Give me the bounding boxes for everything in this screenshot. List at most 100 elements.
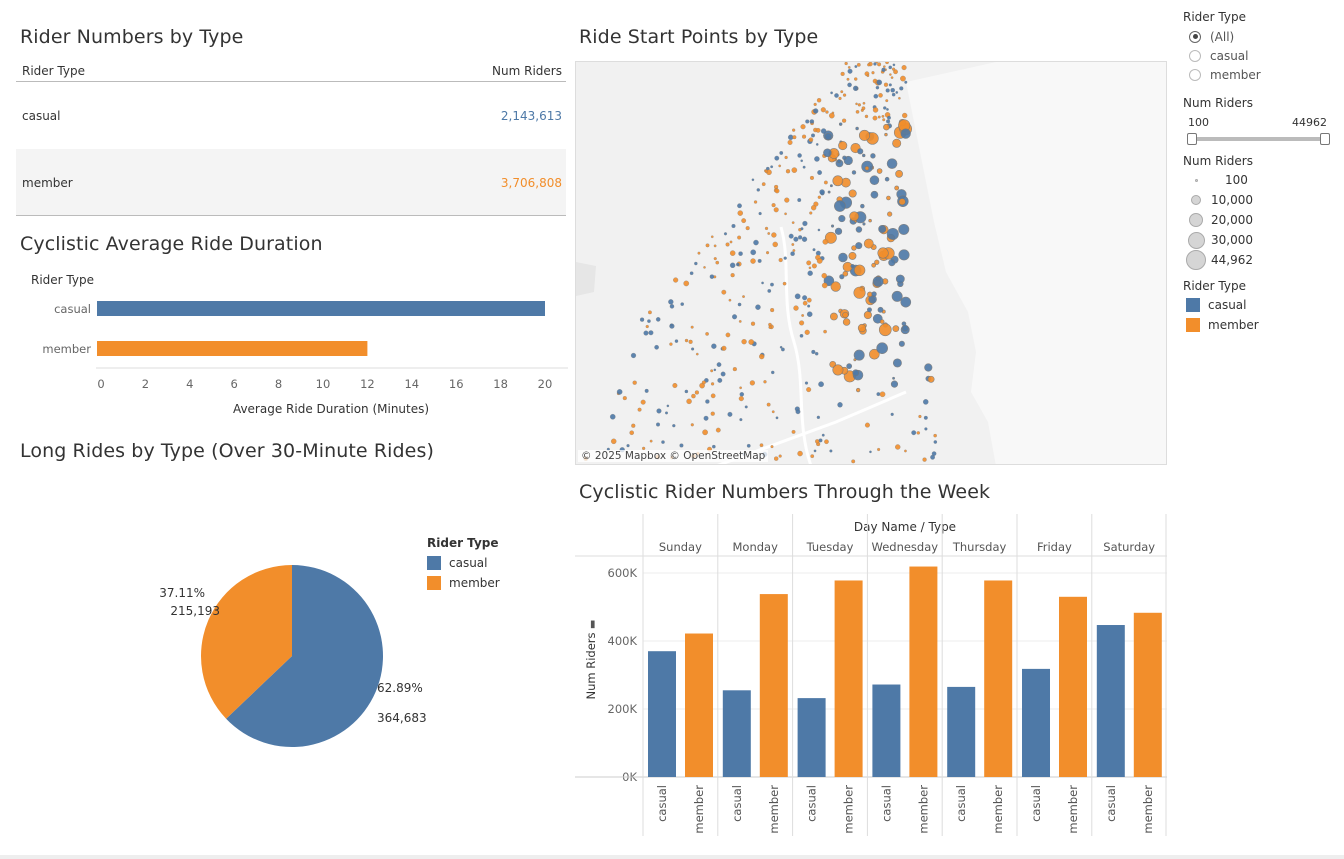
- row-num: 3,706,808: [500, 176, 562, 190]
- map-point-member: [768, 325, 772, 329]
- map-road: [779, 226, 812, 464]
- range-max: 44962: [1292, 116, 1327, 129]
- map-point-casual: [813, 449, 817, 453]
- map-point-member: [892, 325, 900, 333]
- week-bar-type-label: casual: [730, 785, 744, 822]
- map-point-casual: [820, 128, 827, 134]
- week-bar-casual: [1022, 668, 1050, 777]
- slider-handle-min[interactable]: [1187, 133, 1197, 145]
- map-point-casual: [654, 344, 659, 350]
- map-point-casual: [815, 143, 819, 146]
- color-legend-title: Rider Type: [1183, 279, 1246, 293]
- map-point-casual: [837, 159, 842, 164]
- map-point-member: [791, 221, 795, 224]
- map-point-member: [804, 329, 810, 335]
- duration-tick-label: 0: [97, 377, 104, 391]
- map-canvas[interactable]: [576, 62, 1167, 465]
- map-point-member: [703, 266, 706, 269]
- map-point-member: [695, 352, 699, 356]
- map-point-casual: [739, 392, 745, 397]
- map-point-casual: [923, 415, 928, 420]
- radio-all-label: (All): [1210, 29, 1235, 44]
- map-point-casual: [888, 259, 896, 267]
- map-point-member: [847, 66, 851, 69]
- color-legend-member[interactable]: member: [1183, 315, 1333, 335]
- radio-all[interactable]: (All): [1183, 27, 1333, 46]
- map-point-casual: [800, 159, 803, 163]
- map-point-member: [810, 454, 815, 459]
- map-point-casual: [647, 319, 651, 323]
- map-point-member: [811, 205, 817, 211]
- duration-tick-label: 4: [186, 377, 193, 391]
- radio-member[interactable]: member: [1183, 65, 1333, 84]
- map-point-casual: [819, 189, 825, 195]
- map-point-member: [759, 443, 764, 448]
- map-point-casual: [898, 340, 905, 347]
- table-row[interactable]: member 3,706,808: [16, 149, 566, 216]
- size-legend-item: 10,000: [1183, 190, 1333, 210]
- week-day-label: Sunday: [659, 540, 702, 554]
- map-point-casual: [674, 339, 679, 343]
- week-y-tick: 600K: [608, 566, 638, 580]
- radio-member-dot[interactable]: [1189, 68, 1201, 81]
- map-point-member: [824, 231, 837, 244]
- map-point-casual: [661, 440, 665, 444]
- map-point-casual: [731, 223, 736, 229]
- map-point-casual: [665, 411, 668, 415]
- map-point-casual: [805, 119, 810, 124]
- map-point-member: [759, 353, 765, 360]
- map-point-casual: [876, 392, 881, 397]
- map-point-member: [799, 320, 805, 326]
- map-point-casual: [890, 412, 894, 416]
- pie-slice-casual: [226, 565, 383, 747]
- map-point-casual: [802, 295, 808, 301]
- slider-track[interactable]: [1192, 137, 1325, 141]
- map-point-member: [697, 251, 701, 255]
- map-point-member: [927, 375, 935, 383]
- map-point-member: [857, 323, 867, 333]
- map-point-casual: [771, 370, 775, 375]
- table-row[interactable]: casual 2,143,613: [16, 82, 566, 149]
- map-point-casual: [869, 175, 880, 186]
- map-point-casual: [797, 198, 802, 202]
- color-legend-casual[interactable]: casual: [1183, 295, 1333, 315]
- num-riders-slider[interactable]: 100 44962: [1183, 116, 1333, 150]
- slider-handle-max[interactable]: [1320, 133, 1330, 145]
- map-point-member: [816, 258, 823, 264]
- map-point-member: [792, 249, 796, 252]
- col-rider-type: Rider Type: [22, 64, 85, 78]
- map-point-casual: [839, 274, 845, 280]
- radio-all-dot[interactable]: [1189, 30, 1201, 43]
- map-point-casual: [609, 413, 616, 420]
- map-point-casual: [886, 108, 889, 111]
- radio-casual-dot[interactable]: [1189, 49, 1201, 62]
- week-day-label: Friday: [1037, 540, 1072, 554]
- map-point-casual: [770, 282, 774, 287]
- map-point-casual: [669, 304, 675, 309]
- map-point-casual: [727, 411, 733, 417]
- week-bar-member: [685, 633, 713, 777]
- map-point-member: [792, 135, 797, 140]
- map-point-member: [631, 423, 636, 428]
- map-point-member: [829, 112, 835, 119]
- map-point-member: [710, 382, 715, 386]
- map-point-casual: [899, 86, 904, 91]
- casual-swatch: [427, 556, 441, 570]
- map-point-casual: [873, 62, 877, 66]
- map-point-member: [713, 257, 717, 261]
- map-point-casual: [666, 404, 670, 408]
- map-point-casual: [807, 304, 811, 308]
- map-point-casual: [898, 223, 910, 235]
- radio-casual[interactable]: casual: [1183, 46, 1333, 65]
- map-panel[interactable]: © 2025 Mapbox © OpenStreetMap: [575, 61, 1167, 465]
- map-point-member: [771, 410, 775, 414]
- map-point-member: [918, 414, 922, 419]
- map-point-casual: [891, 92, 896, 97]
- map-point-casual: [838, 215, 846, 223]
- map-point-casual: [911, 430, 917, 436]
- pie-legend-casual: casual: [449, 556, 488, 570]
- map-point-casual: [756, 188, 760, 192]
- map-point-casual: [720, 371, 726, 377]
- radio-casual-label: casual: [1210, 48, 1249, 63]
- map-point-member: [808, 137, 814, 143]
